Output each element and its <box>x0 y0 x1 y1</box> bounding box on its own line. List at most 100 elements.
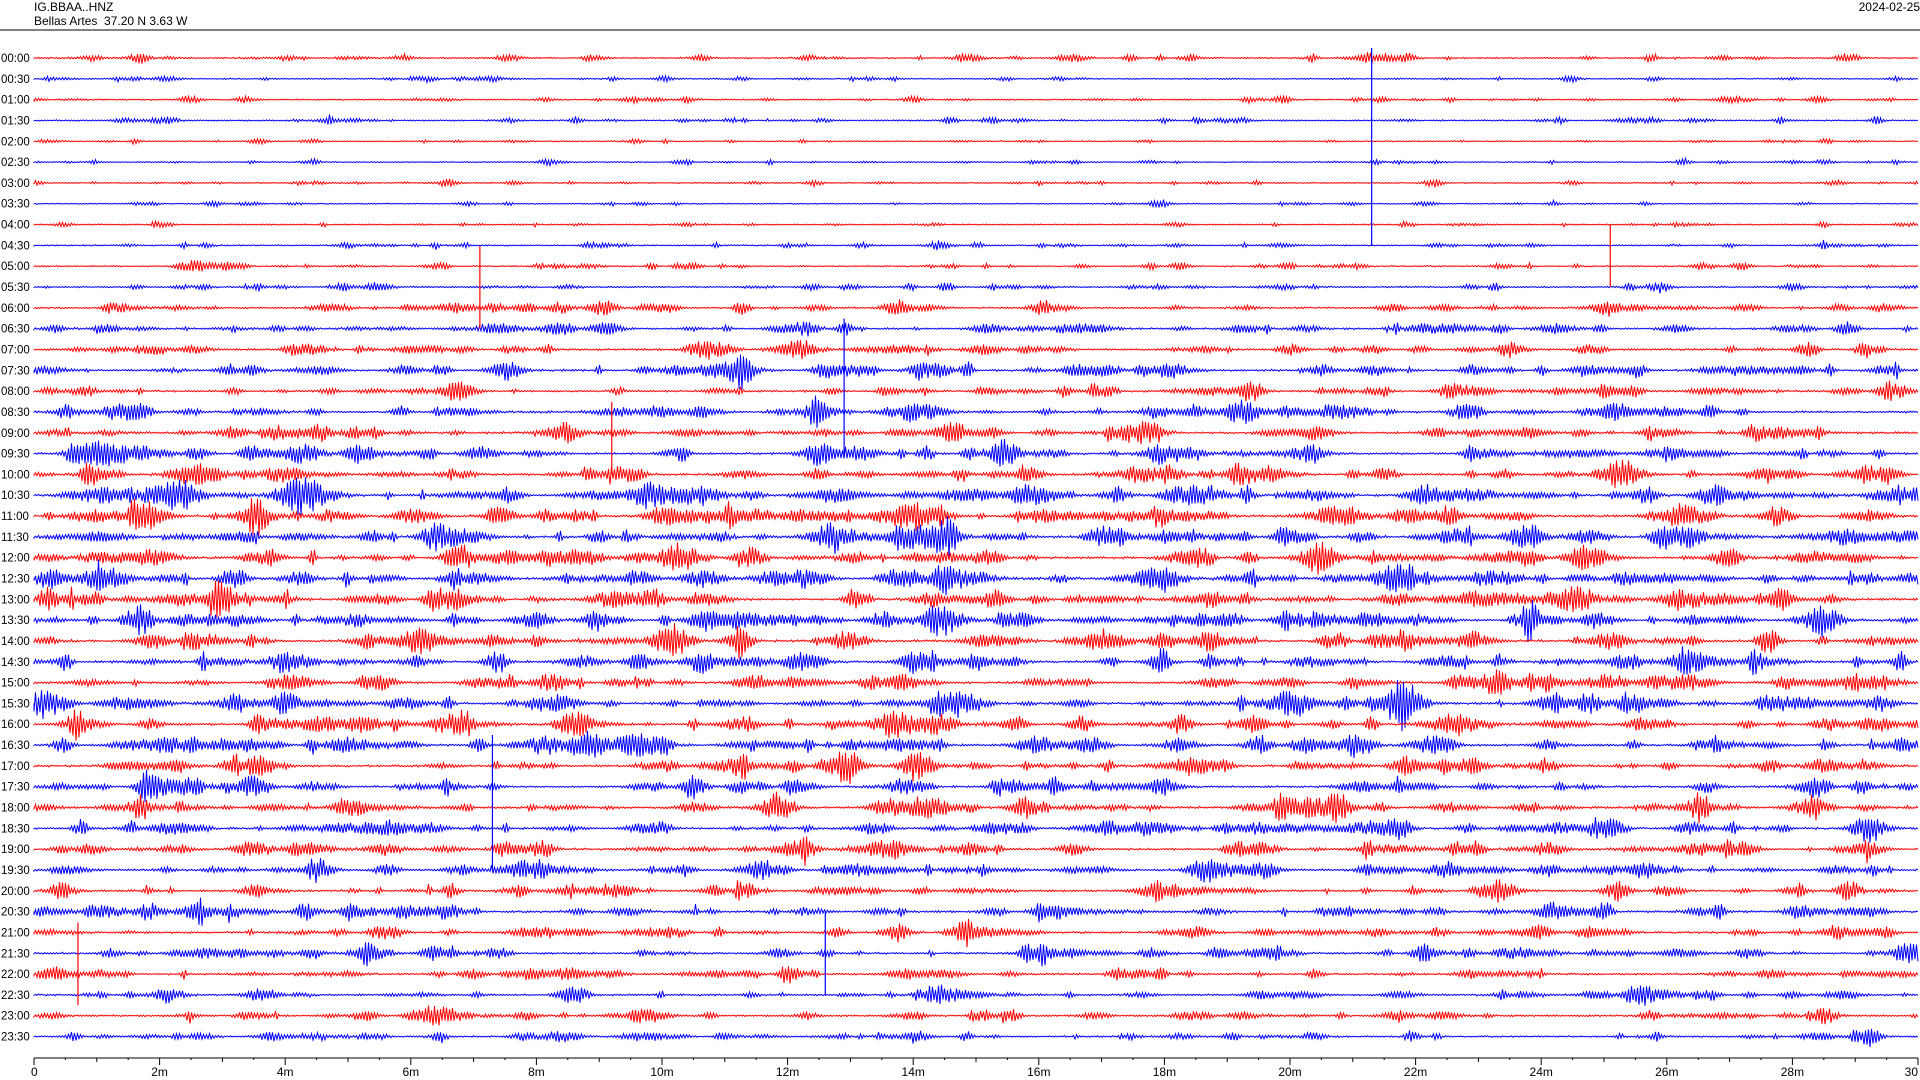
row-label: 00:30 <box>1 74 30 86</box>
row-label: 22:00 <box>1 969 30 981</box>
trace-row <box>33 340 1919 360</box>
row-label: 00:00 <box>1 53 30 65</box>
trace-row <box>33 74 1919 85</box>
row-label: 11:30 <box>1 532 29 544</box>
trace-row <box>33 918 1919 948</box>
trace-group <box>33 52 1919 1048</box>
station-label: IG.BBAA..HNZ <box>34 0 114 14</box>
row-label: 04:00 <box>1 220 30 232</box>
trace-row <box>33 1005 1919 1026</box>
station-location: Bellas Artes 37.20 N 3.63 W <box>34 14 188 28</box>
trace-row <box>33 354 1919 390</box>
trace-row <box>33 239 1919 251</box>
trace-row <box>33 623 1919 659</box>
row-label: 23:30 <box>1 1032 30 1044</box>
row-label: 06:00 <box>1 303 30 315</box>
trace-row <box>33 477 1919 516</box>
trace-row <box>33 769 1919 803</box>
trace-row <box>33 438 1919 467</box>
trace-row <box>33 52 1919 64</box>
row-label: 15:00 <box>1 678 30 690</box>
row-label: 21:30 <box>1 948 30 960</box>
trace-row <box>33 198 1919 209</box>
trace-row <box>33 600 1919 642</box>
row-label: 17:30 <box>1 782 30 794</box>
row-label: 20:30 <box>1 907 30 919</box>
x-tick-label: 12m <box>776 1065 799 1079</box>
row-label: 09:30 <box>1 449 30 461</box>
trace-row <box>33 879 1919 903</box>
row-label: 19:30 <box>1 865 30 877</box>
trace-row <box>33 730 1919 759</box>
row-label: 20:00 <box>1 886 30 898</box>
x-tick-label: 28m <box>1781 1065 1804 1079</box>
row-label: 18:00 <box>1 803 30 815</box>
row-label: 14:00 <box>1 636 30 648</box>
trace-row <box>33 897 1919 926</box>
row-label: 10:30 <box>1 490 30 502</box>
row-label: 19:00 <box>1 844 30 856</box>
row-label: 08:30 <box>1 407 30 419</box>
x-tick-label: 2m <box>151 1065 168 1079</box>
trace-row <box>33 260 1919 272</box>
row-label: 22:30 <box>1 990 30 1002</box>
x-tick-label: 8m <box>528 1065 545 1079</box>
row-label: 05:00 <box>1 261 30 273</box>
x-tick-label: 16m <box>1027 1065 1050 1079</box>
row-label: 03:00 <box>1 178 30 190</box>
row-label: 06:30 <box>1 324 30 336</box>
x-tick-label: 4m <box>277 1065 294 1079</box>
date-label: 2024-02-25 <box>1858 0 1920 14</box>
trace-row <box>33 299 1919 317</box>
row-label: 13:30 <box>1 615 30 627</box>
row-label: 14:30 <box>1 657 30 669</box>
row-label: 12:00 <box>1 553 30 565</box>
row-label: 21:00 <box>1 927 30 939</box>
row-label: 23:00 <box>1 1011 30 1023</box>
trace-row <box>33 156 1919 168</box>
row-label: 01:00 <box>1 95 30 107</box>
trace-row <box>33 817 1919 843</box>
trace-row <box>33 984 1919 1006</box>
row-label: 13:00 <box>1 594 30 606</box>
row-label: 15:30 <box>1 698 30 710</box>
row-label: 02:00 <box>1 136 30 148</box>
trace-row <box>33 580 1919 618</box>
row-label: 09:00 <box>1 428 30 440</box>
x-tick-label: 18m <box>1153 1065 1176 1079</box>
trace-row <box>33 858 1919 884</box>
row-label: 05:30 <box>1 282 30 294</box>
trace-row <box>33 137 1919 146</box>
x-tick-label: 10m <box>650 1065 673 1079</box>
row-label: 18:30 <box>1 823 30 835</box>
row-label: 11:00 <box>1 511 29 523</box>
row-label: 03:30 <box>1 199 30 211</box>
trace-row <box>33 966 1919 984</box>
row-label: 12:30 <box>1 574 30 586</box>
row-label: 04:30 <box>1 240 30 252</box>
trace-row <box>33 321 1919 337</box>
x-tick-label: 0 <box>31 1065 38 1079</box>
x-tick-label: 30 <box>1905 1065 1919 1079</box>
row-label: 10:00 <box>1 469 30 481</box>
trace-row <box>33 679 1919 732</box>
row-label: 16:00 <box>1 719 30 731</box>
row-label: 07:00 <box>1 344 30 356</box>
trace-row <box>33 219 1919 230</box>
trace-row <box>33 646 1919 676</box>
trace-row <box>33 709 1919 741</box>
trace-row <box>33 178 1919 189</box>
trace-row <box>33 541 1919 575</box>
trace-row <box>33 395 1919 428</box>
row-label: 02:30 <box>1 157 30 169</box>
x-tick-label: 24m <box>1530 1065 1553 1079</box>
trace-row <box>33 515 1919 559</box>
x-tick-label: 26m <box>1655 1065 1678 1079</box>
trace-row <box>33 1028 1919 1048</box>
event-group <box>77 48 1611 1006</box>
row-label: 01:30 <box>1 115 30 127</box>
x-axis: 0 2m 4m 6m 8m 10m 12m 14m 16m 18m 20m 22m 24m 26m 28m 3… <box>31 1057 1919 1079</box>
x-tick-label: 22m <box>1404 1065 1427 1079</box>
trace-row <box>33 114 1919 126</box>
trace-row <box>33 669 1919 695</box>
